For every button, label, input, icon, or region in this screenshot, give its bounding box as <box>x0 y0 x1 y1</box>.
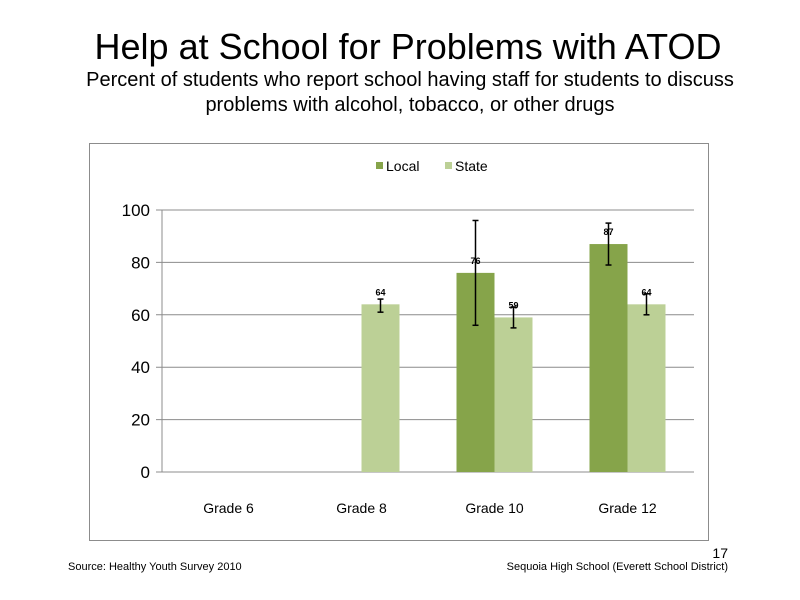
data-label: 87 <box>603 227 613 237</box>
error-bars <box>377 219 650 329</box>
bar-local <box>589 244 628 472</box>
bars <box>361 244 666 472</box>
y-tick-label: 60 <box>131 306 150 325</box>
legend: Local State <box>376 158 488 174</box>
y-tick-label: 20 <box>131 411 150 430</box>
x-tick-label: Grade 10 <box>465 500 524 516</box>
bar-state <box>494 317 533 472</box>
bar-state <box>361 304 400 472</box>
legend-swatch-local <box>376 162 383 169</box>
y-tick-label: 100 <box>122 201 150 220</box>
legend-label-local: Local <box>386 158 419 174</box>
data-label: 64 <box>641 287 651 297</box>
y-tick-label: 40 <box>131 358 150 377</box>
y-tick-label: 80 <box>131 253 150 272</box>
school-note: Sequoia High School (Everett School Dist… <box>506 561 728 573</box>
slide-title: Help at School for Problems with ATOD <box>94 26 722 67</box>
source-note: Source: Healthy Youth Survey 2010 <box>68 561 242 573</box>
y-tick-label: 0 <box>141 463 150 482</box>
data-label: 59 <box>508 300 518 310</box>
axes: 0 20 40 60 80 100 Grade 6 Grade 8 Grade 10 Grade … <box>122 201 657 516</box>
x-tick-label: Grade 12 <box>598 500 657 516</box>
legend-label-state: State <box>455 158 488 174</box>
data-labels: 64 76 59 87 64 <box>375 227 651 310</box>
page-number: 17 <box>712 545 728 561</box>
data-label: 76 <box>470 256 480 266</box>
x-tick-label: Grade 8 <box>336 500 387 516</box>
data-label: 64 <box>375 287 385 297</box>
slide-subtitle: Percent of students who report school ha… <box>86 69 734 116</box>
chart-frame <box>89 143 709 541</box>
bar-state <box>627 304 666 472</box>
legend-swatch-state <box>445 162 452 169</box>
x-tick-label: Grade 6 <box>203 500 254 516</box>
